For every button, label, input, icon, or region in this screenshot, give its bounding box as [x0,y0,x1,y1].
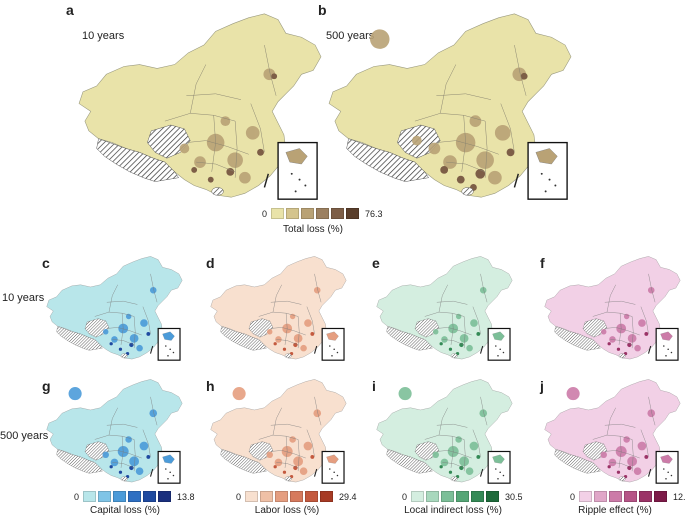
legend-ripple-swatch-3 [609,491,623,502]
panel-h-letter: h [206,378,215,394]
panel-b-label: 500 years [326,30,375,42]
legend-indirect: 0 30.5 [398,491,527,502]
legend-labor-swatch-4 [290,491,304,502]
legend-indirect-title: Local indirect loss (%) [404,505,502,516]
map-total-500yr [328,13,572,200]
legend-total-max: 76.3 [365,208,383,219]
legend-labor-swatch-6 [320,491,334,502]
legend-capital-swatch-2 [98,491,112,502]
legend-capital-swatch-3 [113,491,127,502]
row2-label: 10 years [2,292,45,304]
legend-labor: 0 29.4 [232,491,361,502]
legend-ripple-swatch-5 [639,491,653,502]
legend-capital-swatch-4 [128,491,142,502]
legend-labor-title: Labor loss (%) [254,505,320,516]
map-ripple-500yr [544,379,681,484]
panel-d-letter: d [206,255,215,271]
legend-indirect-swatch-4 [456,491,470,502]
legend-total-swatch-6 [346,208,360,219]
panel-f-letter: f [540,255,545,271]
map-labor-500yr [210,379,347,484]
legend-total-title: Total loss (%) [282,224,343,235]
legend-capital-title: Capital loss (%) [89,505,161,516]
panel-a-label: 10 years [82,30,125,42]
legend-labor-swatch-2 [260,491,274,502]
map-labor-10yr [210,256,347,361]
legend-ripple-swatch-6 [654,491,668,502]
legend-labor-max: 29.4 [339,491,357,502]
legend-indirect-swatch-1 [411,491,425,502]
map-total-10yr [78,13,322,200]
legend-indirect-swatch-6 [486,491,500,502]
panel-i-letter: i [372,378,376,394]
legend-total-swatch-4 [316,208,330,219]
panel-b-letter: b [318,2,327,18]
panel-e-letter: e [372,255,380,271]
map-ripple-10yr [544,256,681,361]
map-indirect-500yr [376,379,513,484]
panel-c-letter: c [42,255,50,271]
legend-indirect-swatch-2 [426,491,440,502]
legend-total-min: 0 [262,208,268,219]
legend-ripple-swatch-4 [624,491,638,502]
panel-a-letter: a [66,2,74,18]
panel-g-letter: g [42,378,51,394]
map-indirect-10yr [376,256,513,361]
legend-ripple: 0 12.9 [566,491,685,502]
legend-ripple-min: 0 [570,491,576,502]
legend-capital-swatch-6 [158,491,172,502]
row3-label: 500 years [0,430,49,442]
legend-total-swatch-2 [286,208,300,219]
legend-ripple-max: 12.9 [673,491,685,502]
legend-capital-swatch-1 [83,491,97,502]
legend-ripple-swatch-1 [579,491,593,502]
legend-indirect-max: 30.5 [505,491,523,502]
legend-capital-min: 0 [74,491,80,502]
legend-total-swatch-1 [271,208,285,219]
legend-capital: 0 13.8 [70,491,199,502]
legend-indirect-min: 0 [402,491,408,502]
legend-total: 0 76.3 [258,208,387,219]
legend-indirect-swatch-5 [471,491,485,502]
legend-total-swatch-3 [301,208,315,219]
legend-indirect-swatch-3 [441,491,455,502]
legend-labor-swatch-5 [305,491,319,502]
panel-j-letter: j [540,378,544,394]
legend-labor-min: 0 [236,491,242,502]
legend-labor-swatch-3 [275,491,289,502]
legend-labor-swatch-1 [245,491,259,502]
map-capital-500yr [46,379,183,484]
legend-ripple-title: Ripple effect (%) [578,505,652,516]
legend-capital-swatch-5 [143,491,157,502]
legend-capital-max: 13.8 [177,491,195,502]
legend-total-swatch-5 [331,208,345,219]
legend-ripple-swatch-2 [594,491,608,502]
map-capital-10yr [46,256,183,361]
